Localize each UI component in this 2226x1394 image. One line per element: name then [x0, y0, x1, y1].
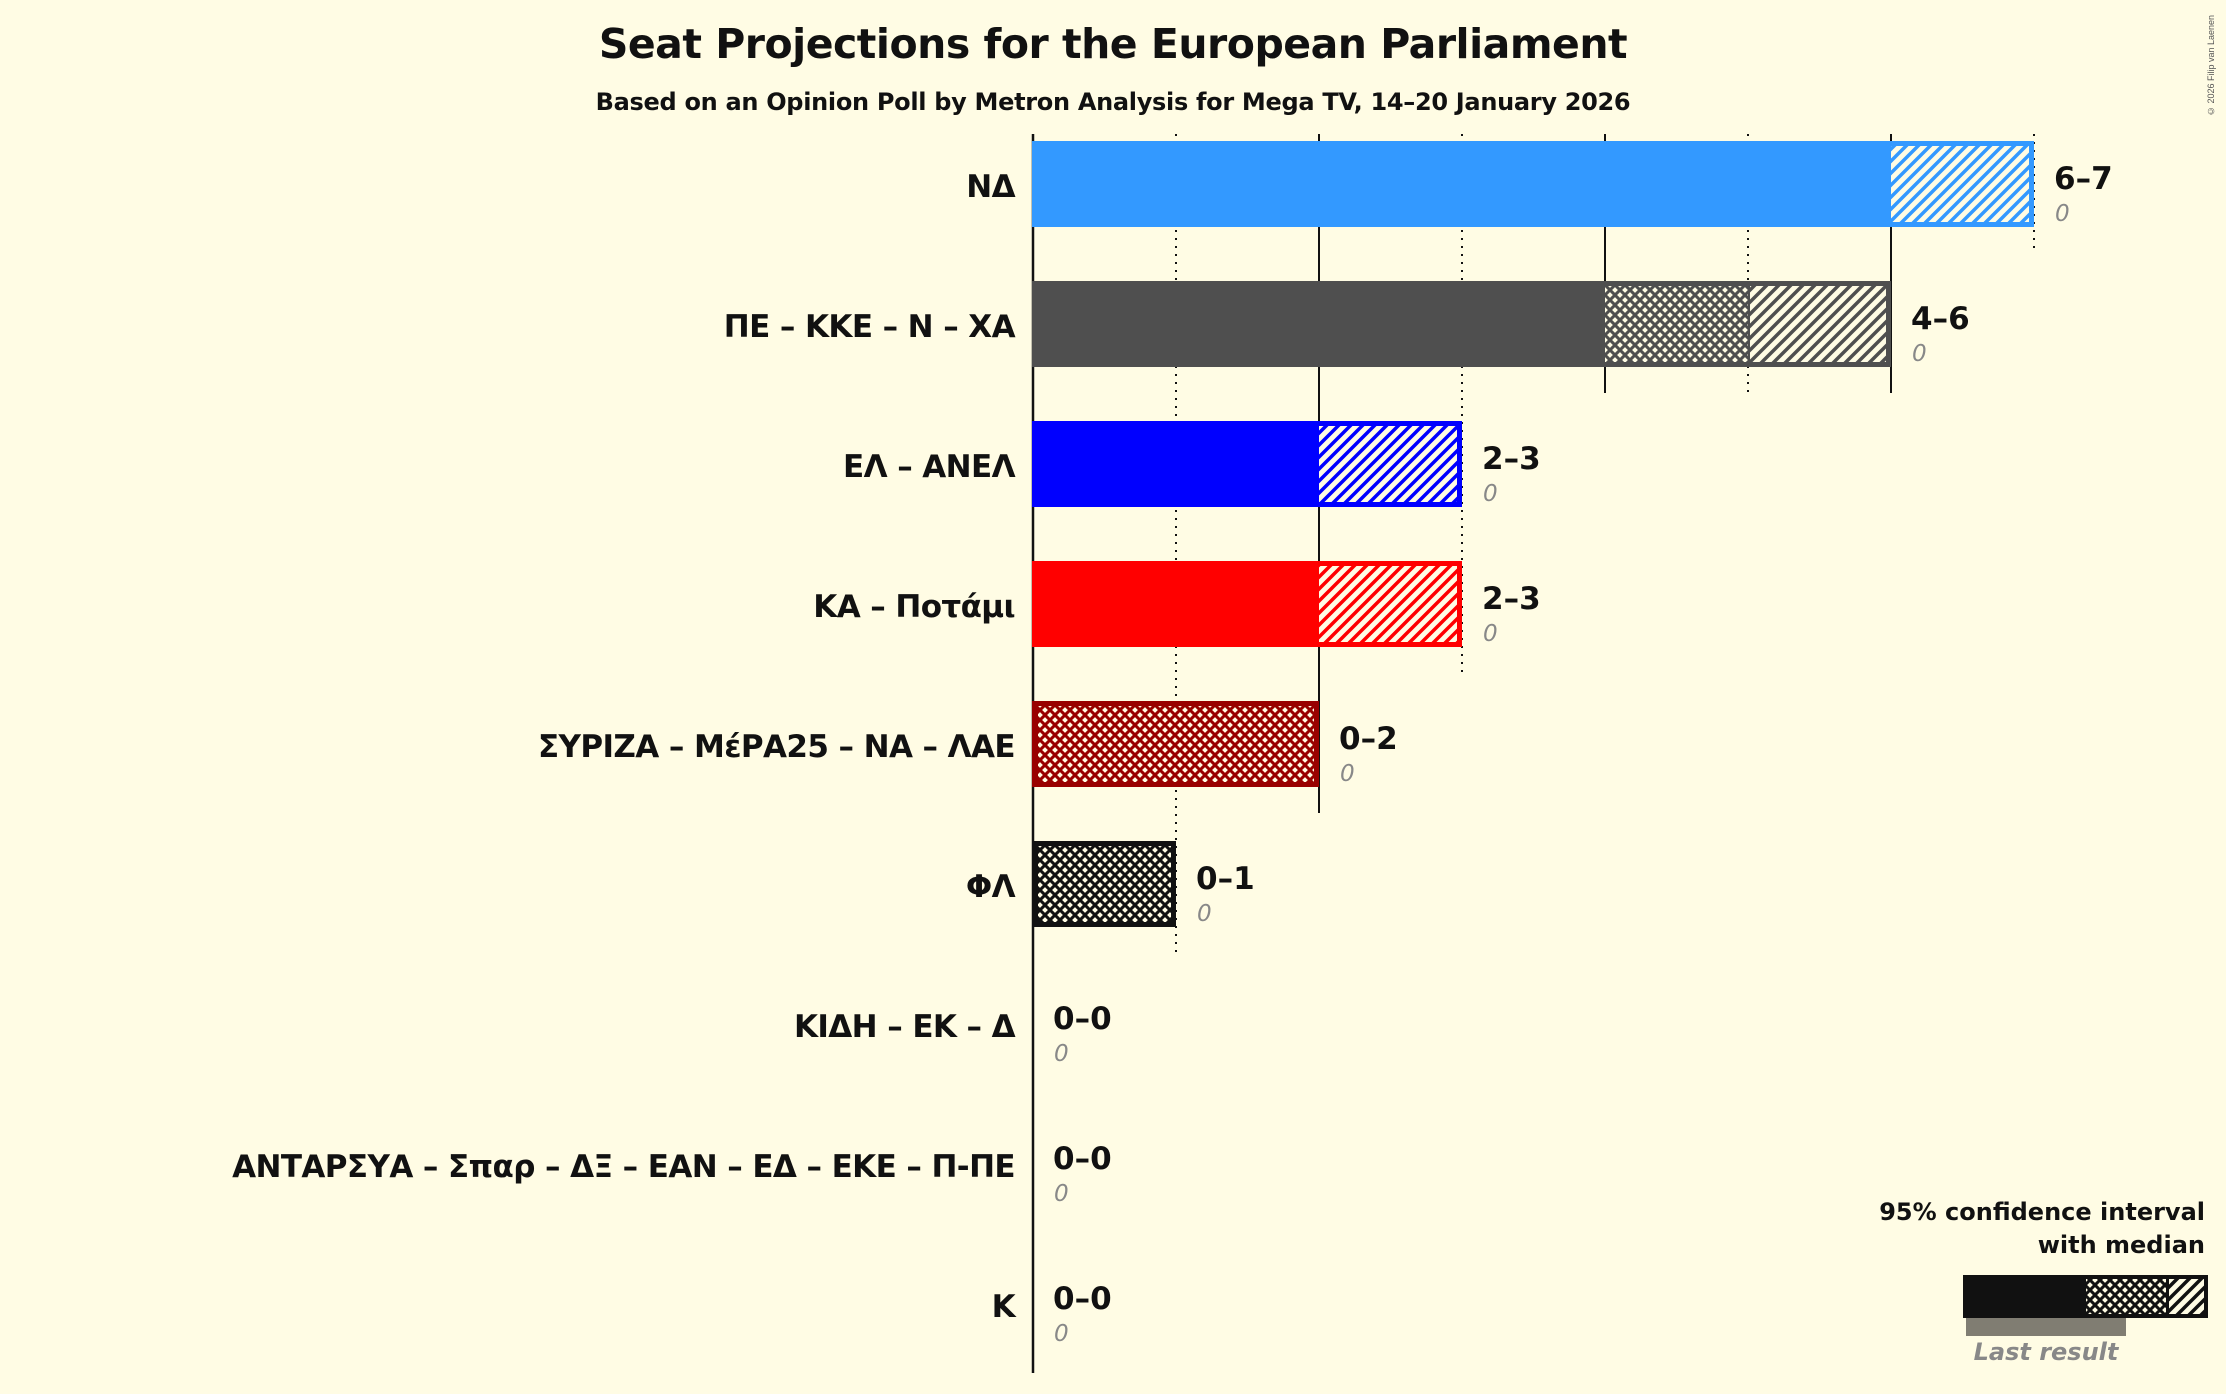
- party-label: ΕΛ – ΑΝΕΛ: [843, 449, 1016, 485]
- last-result-label: 0: [1483, 481, 1498, 507]
- last-result-label: 0: [1197, 901, 1212, 927]
- legend-last-result-label: Last result: [1973, 1338, 2119, 1366]
- range-label: 2–3: [1482, 581, 1541, 617]
- party-label: Κ: [991, 1289, 1016, 1325]
- chart-title: Seat Projections for the European Parlia…: [598, 20, 1628, 68]
- legend-title-line1: 95% confidence interval: [1879, 1198, 2205, 1226]
- range-label: 0–1: [1196, 861, 1255, 897]
- range-label: 0–0: [1053, 1001, 1112, 1037]
- range-label: 0–0: [1053, 1281, 1112, 1317]
- legend-graphic: [1963, 1275, 2208, 1336]
- legend-crosshatch: [2086, 1279, 2166, 1314]
- party-label: ΦΛ: [965, 869, 1016, 905]
- range-label: 6–7: [2054, 161, 2113, 197]
- legend-last-result-bar: [1966, 1318, 2126, 1336]
- range-label: 0–0: [1053, 1141, 1112, 1177]
- party-label: ΑΝΤΑΡΣΥΑ – Σπαρ – ΔΞ – ΕΑΝ – ΕΔ – ΕΚΕ – …: [232, 1149, 1015, 1185]
- last-result-label: 0: [1054, 1041, 1069, 1067]
- bar-group: [1032, 141, 2034, 227]
- range-label: 0–2: [1339, 721, 1398, 757]
- last-result-label: 0: [1054, 1181, 1069, 1207]
- bar-group: [1032, 281, 1891, 367]
- legend-ci-bar: [1963, 1275, 2208, 1318]
- last-result-label: 0: [2055, 201, 2070, 227]
- last-result-label: 0: [1340, 761, 1355, 787]
- party-label: ΣΥΡΙΖΑ – ΜέΡΑ25 – ΝΑ – ΛΑΕ: [537, 729, 1016, 765]
- bar-group: [1032, 701, 1319, 787]
- last-result-label: 0: [1483, 621, 1498, 647]
- party-label: ΚΙΔΗ – ΕΚ – Δ: [793, 1009, 1016, 1045]
- party-label: ΚΑ – Ποτάμι: [813, 589, 1015, 625]
- range-label: 4–6: [1911, 301, 1970, 337]
- bars: [1032, 141, 2034, 927]
- last-result-label: 0: [1054, 1321, 1069, 1347]
- range-label: 2–3: [1482, 441, 1541, 477]
- legend-hatch: [2169, 1279, 2204, 1314]
- bar-group: [1032, 841, 1176, 927]
- last-result-label: 0: [1912, 341, 1927, 367]
- legend-title-line2: with median: [2037, 1231, 2205, 1259]
- bar-group: [1032, 421, 1462, 507]
- bar-group: [1032, 561, 1462, 647]
- chart-subtitle: Based on an Opinion Poll by Metron Analy…: [595, 88, 1631, 116]
- party-label: ΠΕ – ΚΚΕ – Ν – ΧΑ: [723, 309, 1016, 345]
- party-label: ΝΔ: [966, 169, 1015, 205]
